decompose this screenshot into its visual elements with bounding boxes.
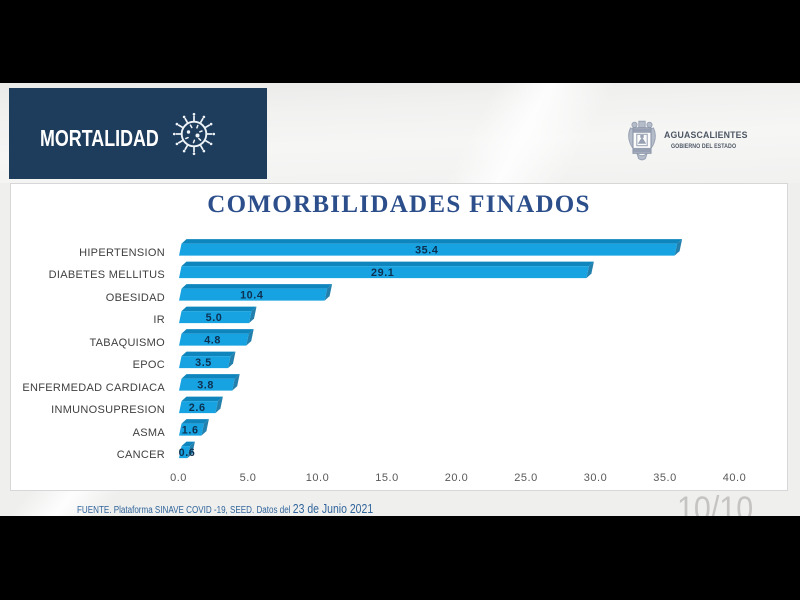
svg-text:3.8: 3.8	[197, 380, 214, 392]
svg-text:29.1: 29.1	[371, 267, 394, 279]
svg-text:5.0: 5.0	[206, 312, 223, 324]
svg-text:10.4: 10.4	[240, 290, 263, 302]
svg-text:4.8: 4.8	[204, 335, 221, 347]
svg-text:0.6: 0.6	[179, 447, 196, 459]
svg-text:3.5: 3.5	[195, 357, 212, 369]
svg-text:1.6: 1.6	[182, 425, 199, 437]
svg-text:35.4: 35.4	[415, 245, 438, 257]
svg-text:2.6: 2.6	[189, 402, 206, 414]
